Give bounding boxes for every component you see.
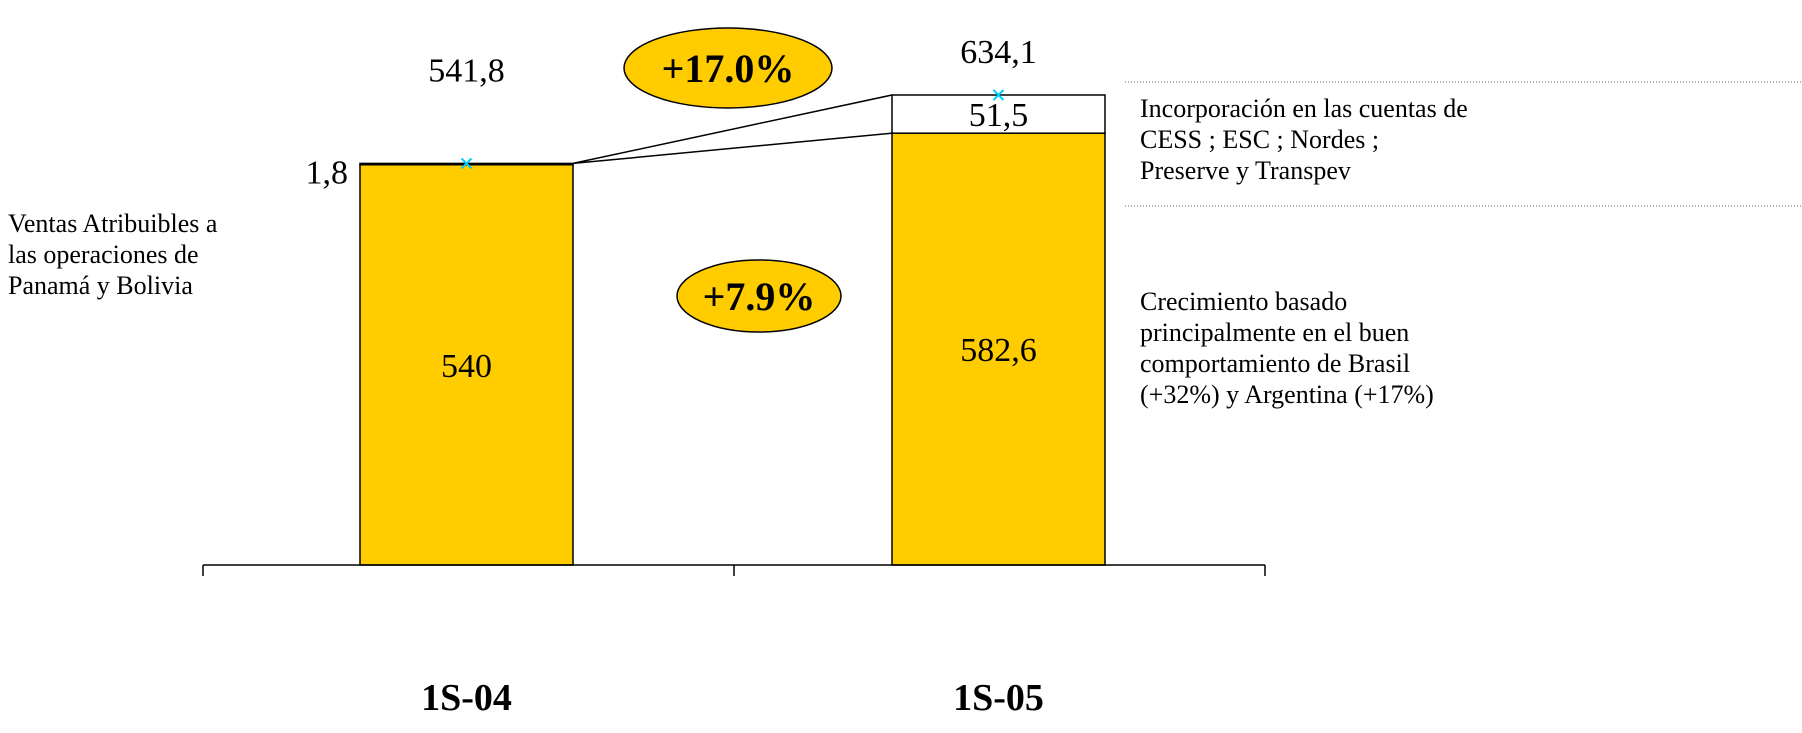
bar-segment-1S-05-1 (891, 94, 1106, 134)
growth-badge-label-0: +17.0% (662, 46, 795, 91)
growth-badge-1 (676, 259, 842, 333)
total-marker (992, 89, 1005, 101)
annotation-incorporation: Incorporación en las cuentas de CESS ; ES… (1140, 93, 1468, 186)
value-label-increment-1S-04: 1,8 (306, 154, 349, 191)
value-label-base-1S-04: 540 (441, 348, 492, 385)
annotation-growth-explanation: Crecimiento basado principalmente en el b… (1140, 286, 1434, 410)
connector-line-total (572, 94, 893, 165)
annotation-right-bottom-line: Crecimiento basado (1140, 287, 1348, 316)
annotation-left-line: las operaciones de (8, 240, 199, 269)
total-label-1S-04: 541,8 (428, 52, 505, 89)
annotation-panama-bolivia: Ventas Atribuibles a las operaciones de Pa… (8, 208, 217, 301)
x-tick-label-1S-05: 1S-05 (953, 677, 1044, 719)
x-tick-label-1S-04: 1S-04 (421, 677, 512, 719)
bar-segment-1S-05-0 (891, 132, 1106, 566)
value-label-base-1S-05: 582,6 (960, 332, 1037, 369)
annotation-right-top-line: Incorporación en las cuentas de (1140, 94, 1468, 123)
annotation-left-line: Panamá y Bolivia (8, 271, 193, 300)
connector-line-base (572, 132, 893, 165)
annotation-right-bottom-line: (+32%) y Argentina (+17%) (1140, 380, 1434, 409)
annotation-right-bottom-line: comportamiento de Brasil (1140, 349, 1411, 378)
annotation-right-bottom-line: principalmente en el buen (1140, 318, 1410, 347)
bar-segment-1S-04-0 (359, 163, 574, 566)
annotation-right-top-line: Preserve y Transpev (1140, 156, 1351, 185)
value-label-increment-1S-05: 51,5 (969, 97, 1029, 134)
total-marker (460, 157, 473, 170)
growth-badge-0 (623, 27, 833, 109)
growth-badge-label-1: +7.9% (703, 274, 816, 319)
total-label-1S-05: 634,1 (960, 34, 1037, 71)
annotation-left-line: Ventas Atribuibles a (8, 209, 218, 238)
annotation-right-top-line: CESS ; ESC ; Nordes ; (1140, 125, 1380, 154)
